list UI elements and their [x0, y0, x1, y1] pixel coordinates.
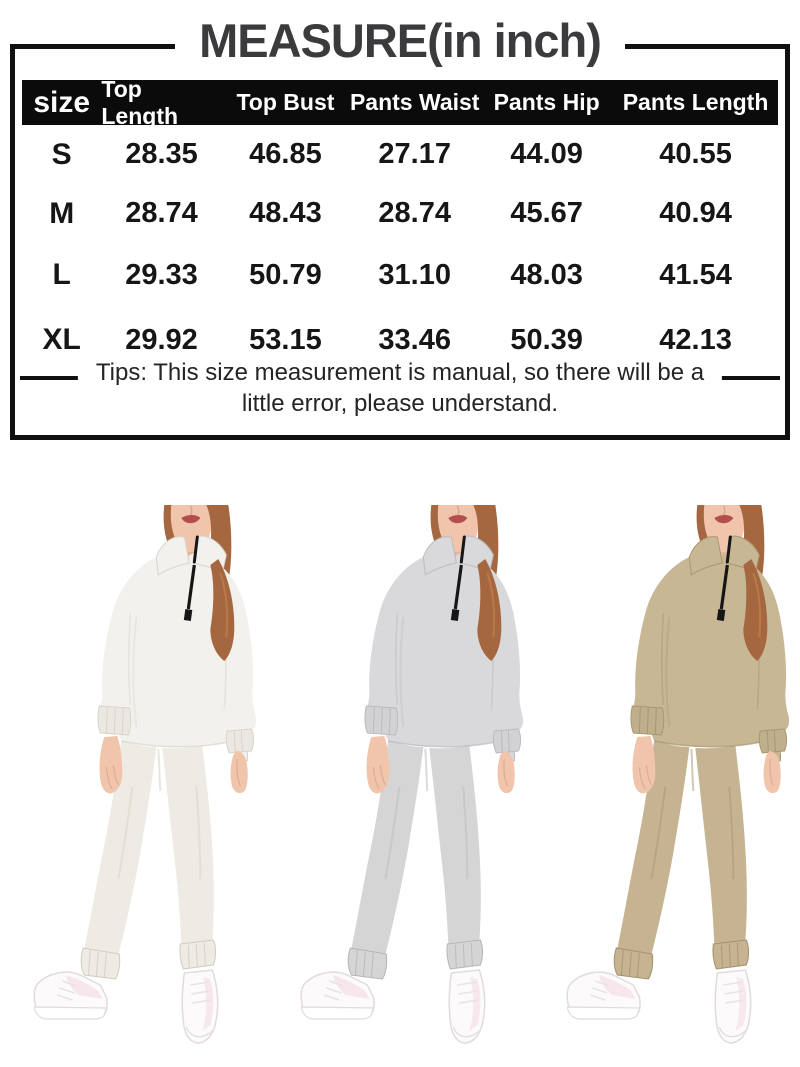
row-m-value: 48.43	[249, 197, 322, 229]
model-figure-gray	[267, 487, 534, 1067]
row-l-value: 50.79	[249, 258, 322, 291]
row-l-value: 29.33	[125, 258, 198, 291]
row-l-value: 31.10	[378, 258, 451, 291]
row-s-value: 44.09	[510, 138, 583, 170]
row-m-size: M	[49, 196, 75, 230]
model-figure-khaki	[533, 487, 800, 1067]
row-s-size: S	[51, 137, 72, 171]
header-cell-top-bust: Top Bust	[221, 80, 350, 125]
tips-note: Tips: This size measurement is manual, s…	[77, 353, 723, 423]
row-xl-size: XL	[42, 323, 81, 356]
size-table-frame: size Top Length Top Bust Pants Waist Pan…	[10, 44, 790, 440]
row-m-value: 45.67	[510, 197, 583, 229]
model-photo-white	[32, 503, 258, 1045]
row-s-value: 28.35	[125, 138, 198, 170]
header-cell-top-length: Top Length	[101, 76, 222, 129]
tips-line-2: little error, please understand.	[241, 390, 559, 417]
row-s-value: 40.55	[659, 138, 732, 170]
model-figure-white	[0, 487, 267, 1067]
model-photo-gray	[299, 503, 525, 1045]
row-s-value: 27.17	[378, 138, 451, 170]
header-cell-pants-hip: Pants Hip	[480, 80, 614, 125]
row-s-value: 46.85	[249, 138, 322, 170]
model-photo-khaki	[565, 503, 792, 1045]
row-l-value: 41.54	[659, 258, 732, 291]
row-l-value: 48.03	[510, 258, 583, 291]
row-m-value: 28.74	[378, 197, 451, 229]
row-xl-value: 33.46	[378, 323, 451, 356]
row-xl-value: 50.39	[510, 323, 583, 356]
row-xl-value: 42.13	[659, 323, 732, 356]
tips-line-1: Tips: This size measurement is manual, s…	[95, 359, 705, 386]
row-l-size: L	[52, 258, 71, 291]
row-m-value: 40.94	[659, 197, 732, 229]
header-cell-size: size	[22, 80, 102, 125]
header-cell-pants-length: Pants Length	[613, 80, 778, 125]
size-table: size Top Length Top Bust Pants Waist Pan…	[22, 76, 778, 373]
row-xl-value: 29.92	[125, 323, 198, 356]
header-cell-pants-waist: Pants Waist	[349, 80, 481, 125]
row-m-value: 28.74	[125, 197, 198, 229]
product-photo-strip	[0, 487, 800, 1067]
row-xl-value: 53.15	[249, 323, 322, 356]
